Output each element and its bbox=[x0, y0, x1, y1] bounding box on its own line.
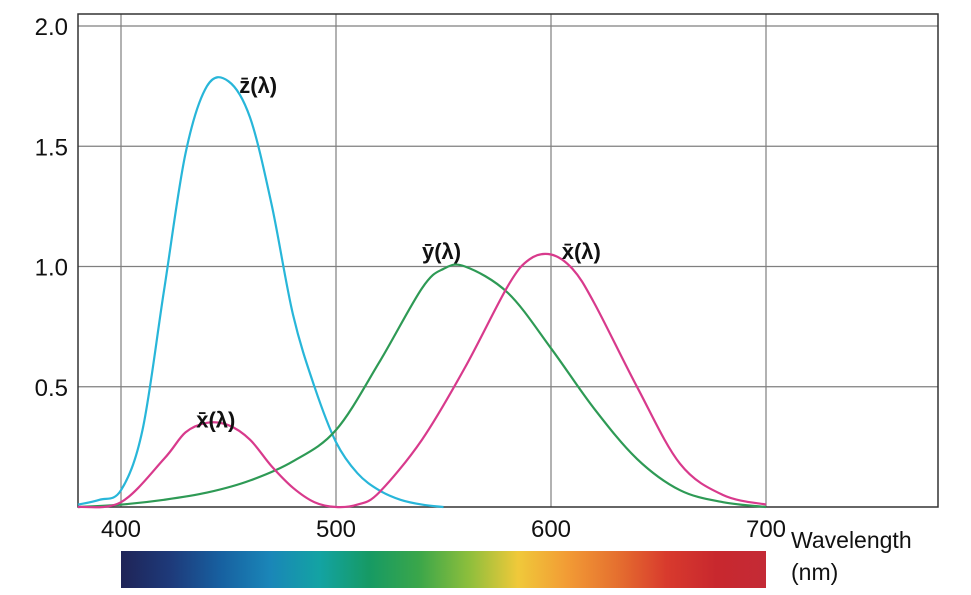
x-tick-label: 400 bbox=[101, 516, 141, 543]
y-tick-label: 0.5 bbox=[35, 375, 68, 402]
x-axis-label: Wavelength bbox=[791, 527, 912, 553]
grid bbox=[77, 13, 939, 508]
annotation-group: z̄(λ) ȳ(λ) x̄(λ) x̄(λ) bbox=[196, 73, 601, 432]
spectrum-bar bbox=[121, 551, 766, 588]
tick-label-group: 0.5 1.0 1.5 2.0 400 500 600 700 bbox=[35, 14, 786, 543]
y-tick-label: 1.0 bbox=[35, 255, 68, 282]
curve-label-3: x̄(λ) bbox=[562, 239, 601, 264]
series-line-2 bbox=[77, 263, 767, 509]
x-tick-label: 500 bbox=[316, 516, 356, 543]
x-tick-label: 700 bbox=[746, 516, 786, 543]
series-line-1 bbox=[77, 76, 444, 509]
series-group bbox=[77, 76, 767, 509]
x-tick-label: 600 bbox=[531, 516, 571, 543]
series-line-3 bbox=[77, 252, 767, 509]
x-axis-unit-label: (nm) bbox=[791, 559, 838, 585]
curve-label-1: z̄(λ) bbox=[239, 73, 277, 98]
plot-frame bbox=[77, 13, 939, 508]
y-tick-label: 1.5 bbox=[35, 134, 68, 161]
curve-label-4: x̄(λ) bbox=[196, 407, 235, 432]
curve-label-2: ȳ(λ) bbox=[422, 239, 461, 264]
y-tick-label: 2.0 bbox=[35, 14, 68, 41]
